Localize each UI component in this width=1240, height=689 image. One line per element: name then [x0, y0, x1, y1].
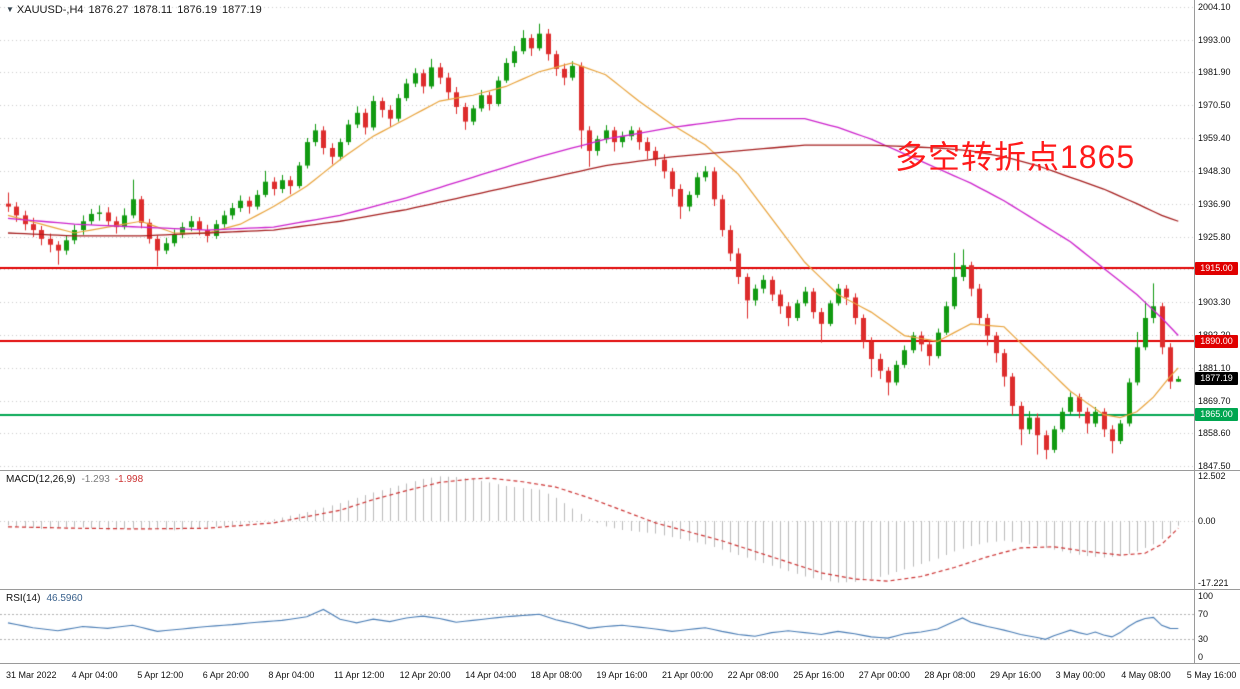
price-axis-label: 1858.60 [1198, 428, 1231, 439]
time-axis-label: 18 Apr 08:00 [530, 670, 582, 680]
time-axis-label: 27 Apr 00:00 [858, 670, 910, 680]
time-axis-label: 11 Apr 12:00 [334, 670, 385, 680]
panel-separator[interactable] [0, 589, 1240, 590]
macd-main-value: -1.293 [81, 474, 110, 485]
symbol-timeframe-label: XAUUSD-,H4 [16, 4, 84, 16]
macd-panel [0, 471, 1194, 589]
time-axis-label: 3 May 00:00 [1055, 670, 1106, 680]
time-axis-label: 5 May 16:00 [1186, 670, 1237, 680]
time-axis-label: 31 Mar 2022 [6, 670, 57, 680]
price-axis-label: 1881.10 [1198, 362, 1231, 373]
rsi-label: RSI(14) [6, 593, 41, 604]
rsi-axis-label: 70 [1198, 609, 1209, 620]
macd-axis-label: -17.221 [1198, 577, 1229, 588]
time-axis-label: 29 Apr 16:00 [990, 670, 1042, 680]
ohlc-low-value: 1876.19 [177, 4, 218, 16]
rsi-header: RSI(14) 46.5960 [6, 593, 83, 604]
price-axis-label: 1993.00 [1198, 34, 1231, 45]
rsi-canvas[interactable] [0, 590, 1194, 663]
price-axis-label: 1959.40 [1198, 133, 1231, 144]
time-axis-label: 19 Apr 16:00 [596, 670, 648, 680]
rsi-axis-label: 100 [1198, 591, 1214, 601]
level-price-badge: 1915.00 [1195, 261, 1238, 275]
time-axis-label: 25 Apr 16:00 [793, 670, 845, 680]
time-axis-label: 8 Apr 04:00 [268, 670, 315, 680]
symbol-ohlc-header: ▼ XAUUSD-,H4 1876.27 1878.11 1876.19 1877.19 [6, 4, 267, 16]
price-chart-canvas[interactable] [0, 0, 1194, 470]
time-axis-label: 4 Apr 04:00 [71, 670, 118, 680]
level-price-badge: 1865.00 [1195, 408, 1238, 422]
macd-signal-value: -1.998 [114, 474, 144, 485]
price-axis-label: 1869.70 [1198, 395, 1231, 406]
level-price-badge: 1890.00 [1195, 334, 1238, 348]
time-axis-label: 21 Apr 00:00 [662, 670, 714, 680]
ohlc-open-value: 1876.27 [88, 4, 129, 16]
current-price-badge: 1877.19 [1195, 372, 1238, 386]
price-axis-label: 1981.90 [1198, 67, 1231, 78]
time-axis-label: 6 Apr 20:00 [202, 670, 249, 680]
macd-canvas[interactable] [0, 471, 1194, 589]
time-axis[interactable]: 31 Mar 2022 4 Apr 04:00 5 Apr 12:00 6 Apr 2… [0, 664, 1240, 689]
time-axis-label: 12 Apr 20:00 [399, 670, 451, 680]
macd-axis-label: 12.502 [1198, 471, 1226, 482]
price-axis[interactable]: 2004.10 1993.00 1981.90 1970.50 1959.40 1948.… [1195, 0, 1240, 663]
time-axis-label: 22 Apr 08:00 [727, 670, 779, 680]
price-axis-label: 1925.80 [1198, 231, 1231, 242]
price-axis-label: 1970.50 [1198, 100, 1231, 111]
price-axis-label: 1903.30 [1198, 297, 1231, 308]
macd-label: MACD(12,26,9) [6, 474, 76, 485]
rsi-axis-label: 30 [1198, 633, 1209, 644]
chart-annotation: 多空转折点1865 [895, 139, 1136, 175]
price-axis-label: 1847.50 [1198, 461, 1231, 471]
time-axis-separator [0, 663, 1240, 664]
ohlc-high-value: 1878.11 [133, 4, 173, 16]
time-axis-label: 14 Apr 04:00 [465, 670, 517, 680]
price-panel: ▼ XAUUSD-,H4 1876.27 1878.11 1876.19 1877.19 … [0, 0, 1194, 470]
time-axis-label: 4 May 08:00 [1121, 670, 1171, 680]
macd-header: MACD(12,26,9) -1.293 -1.998 [6, 474, 143, 485]
price-axis-label: 2004.10 [1198, 2, 1231, 12]
rsi-value: 46.5960 [46, 593, 83, 604]
price-axis-label: 1948.30 [1198, 165, 1231, 176]
macd-axis-label: 0.00 [1198, 516, 1216, 527]
time-axis-label: 28 Apr 08:00 [924, 670, 976, 680]
axis-vertical-border [1194, 0, 1195, 663]
rsi-panel [0, 590, 1194, 663]
rsi-axis-label: 0 [1198, 652, 1204, 662]
price-axis-label: 1936.90 [1198, 198, 1231, 209]
collapse-triangle-icon[interactable]: ▼ [6, 5, 14, 14]
panel-separator[interactable] [0, 470, 1240, 471]
time-axis-label: 5 Apr 12:00 [137, 670, 184, 680]
ohlc-close-value: 1877.19 [222, 4, 262, 16]
